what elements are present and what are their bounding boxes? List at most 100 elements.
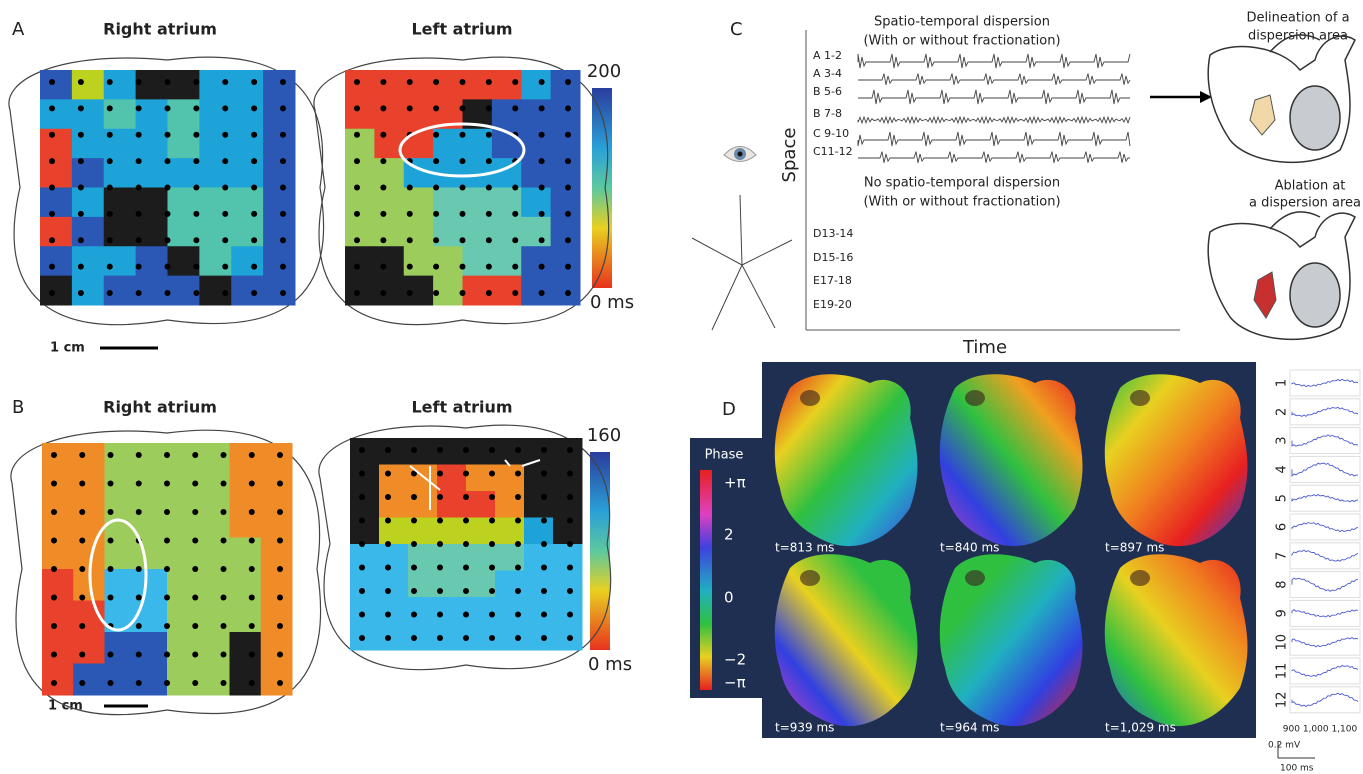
electrode [541,471,547,477]
electrode [165,132,171,138]
electrode [489,447,495,453]
electrode [192,595,198,601]
electrode [460,237,466,243]
electrode [193,264,199,270]
group-title: (With or without fractionation) [863,34,1060,49]
electrode [460,211,466,217]
map-cell [167,632,199,664]
electrode [136,132,142,138]
vessel-opening [800,390,820,406]
electrode [567,588,573,594]
electrode [251,79,257,85]
map-cell [437,597,467,624]
map-cell [345,99,375,129]
electrode [136,211,142,217]
heart-phase-map [1105,374,1248,546]
electrode [277,452,283,458]
electrode [433,132,439,138]
electrode [359,518,365,524]
electrode [108,509,114,515]
activation-map [11,430,321,714]
electrode [565,105,571,111]
map-cell [345,70,375,100]
electrode [460,185,466,191]
electrode [107,79,113,85]
electrode [107,211,113,217]
electrode [380,211,386,217]
frame-time: t=897 ms [1105,541,1164,555]
electrode [107,158,113,164]
trace-box [1290,428,1360,454]
electrode [79,566,85,572]
electrode [512,79,518,85]
map-cell [168,99,200,129]
electrode [380,264,386,270]
trace-box [1290,543,1360,569]
electrode [251,185,257,191]
colorbar-tick: +π [724,474,746,492]
electrode [78,105,84,111]
electrode [541,518,547,524]
electrode [385,612,391,618]
frame-time: t=939 ms [775,721,834,735]
electrode [385,447,391,453]
electrode [433,290,439,296]
electrode [192,623,198,629]
electrode [489,565,495,571]
trace-number: 2 [1275,408,1290,416]
map-cell [374,188,404,218]
electrode [280,264,286,270]
electrode [407,79,413,85]
electrode [354,211,360,217]
electrode [277,538,283,544]
electrode [136,290,142,296]
step-title: dispersion area [1248,29,1348,44]
electrode [164,566,170,572]
electrode [78,132,84,138]
electrode [380,185,386,191]
colorbar-max: 200 [587,61,621,82]
electrode [277,595,283,601]
electrode [515,447,521,453]
vessel-opening [1130,390,1150,406]
axis-label: Time [962,337,1007,358]
electrode [78,79,84,85]
electrode [221,595,227,601]
electrode [489,518,495,524]
electrode [515,518,521,524]
heart-phase-map [775,374,918,546]
map-cell [168,246,200,276]
map-cell [492,276,522,306]
electrode [539,237,545,243]
colorbar-tick: 2 [724,526,734,544]
map-cell [404,70,434,100]
map-cell [40,129,72,159]
step-title: Delineation of a [1246,11,1349,26]
electrode [221,566,227,572]
channel-label: E17-18 [813,274,852,287]
electrogram [858,54,1130,68]
map-title: Left atrium [411,20,512,39]
map-cell [492,246,522,276]
trace-number: 3 [1275,436,1290,444]
map-cell [42,569,74,601]
electrode [433,105,439,111]
map-cell [105,443,137,475]
electrode [277,652,283,658]
electrode [565,132,571,138]
electrode [565,79,571,85]
map-cell [466,465,496,492]
trace-axis: 900 1,000 1,100 [1283,725,1358,735]
map-cell [73,443,105,475]
map-cell [261,443,293,475]
map-cell [553,571,583,598]
map-cell [404,99,434,129]
electrode [78,290,84,296]
electrode [512,211,518,217]
electrode [437,612,443,618]
electrode [489,612,495,618]
activation-map [314,57,609,324]
electrode [515,588,521,594]
electrode [222,264,228,270]
electrode [249,652,255,658]
